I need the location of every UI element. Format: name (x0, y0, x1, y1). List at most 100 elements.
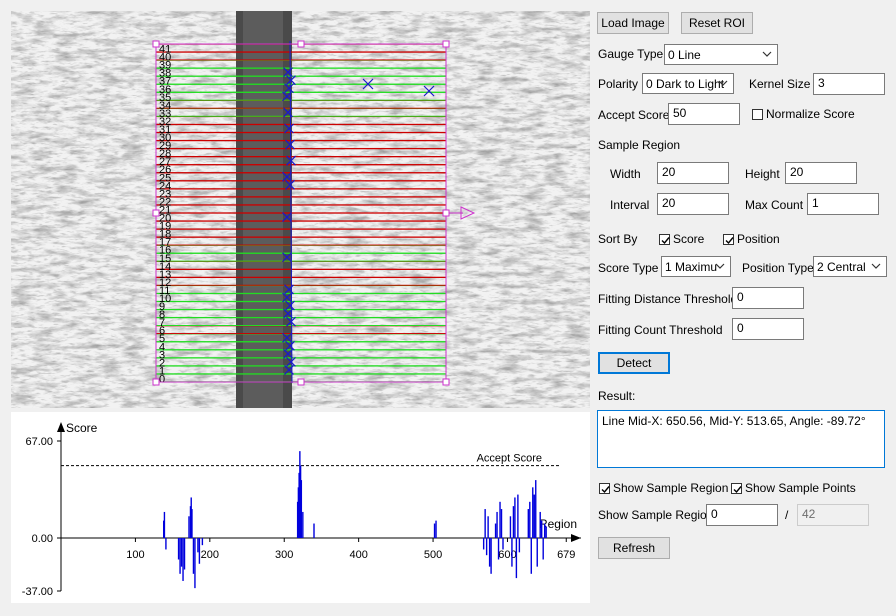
image-view[interactable]: 0 1 2 3 4 5 6 7 8 9 10 11 12 13 14 15 16 17 18 19 20 21 22 23 24… (11, 11, 590, 408)
interval-input[interactable]: 20 (657, 193, 729, 215)
roi-handle[interactable] (442, 40, 450, 48)
sample-point-marker (285, 340, 295, 351)
sample-point-marker (286, 75, 296, 86)
max-count-label: Max Count (745, 198, 804, 212)
sort-by-label: Sort By (598, 232, 638, 246)
checkmark-icon (733, 485, 742, 493)
region-index-label: 37 (159, 76, 171, 88)
fitting-count-label: Fitting Count Threshold (598, 323, 723, 337)
region-index-label: 19 (159, 221, 171, 233)
region-index-label: 24 (159, 180, 171, 192)
position-type-label: Position Type (742, 261, 814, 275)
region-index-label: 7 (159, 317, 165, 329)
region-index-label: 38 (159, 68, 171, 80)
region-index-label: 8 (159, 309, 165, 321)
sample-region-total: 42 (797, 504, 869, 526)
surface-texture-fine (11, 11, 590, 408)
roi-handle[interactable] (152, 378, 160, 386)
region-index-label: 30 (159, 132, 171, 144)
sample-point-marker (285, 139, 295, 150)
checkbox-box[interactable] (723, 233, 734, 245)
x-tick-label: 300 (275, 549, 293, 561)
score-chart: Score Region 67.00 0.00 -37.00 100 200 300 400 50… (11, 412, 590, 603)
region-index-label: 41 (159, 44, 171, 56)
show-sample-points-checkbox[interactable]: Show Sample Points (731, 481, 856, 495)
sample-point-marker (284, 83, 294, 94)
roi-frame[interactable] (152, 40, 476, 386)
region-index-label: 34 (159, 100, 171, 112)
detect-button[interactable]: Detect (598, 352, 670, 374)
sort-position-checkbox[interactable]: Position (723, 232, 780, 246)
region-index-label: 11 (159, 285, 170, 297)
x-tick-label: 679 (557, 549, 575, 561)
region-index-label: 28 (159, 148, 171, 160)
accept-score-label: Accept Score (477, 453, 542, 465)
result-textbox[interactable]: Line Mid-X: 650.56, Mid-Y: 513.65, Angle… (597, 410, 885, 468)
show-sample-region-label: Show Sample Region (598, 508, 714, 522)
sample-point-marker (282, 332, 292, 343)
checkbox-box[interactable] (752, 108, 763, 120)
sample-point-marker (284, 284, 294, 295)
roi-handle[interactable] (442, 209, 450, 217)
sort-score-checkbox[interactable]: Score (659, 232, 704, 246)
region-index-label: 20 (159, 213, 171, 225)
checkmark-icon (601, 485, 610, 493)
show-sample-region-checkbox[interactable]: Show Sample Region (599, 481, 728, 495)
roi-handle[interactable] (297, 378, 305, 386)
sample-point-marker (283, 348, 293, 359)
direction-arrow-icon[interactable] (460, 206, 476, 220)
region-index-label: 40 (159, 52, 171, 64)
score-type-select[interactable]: 1 Maximu (661, 256, 731, 277)
score-chart-svg: Score Region 67.00 0.00 -37.00 100 200 300 400 50… (22, 421, 581, 598)
normalize-score-checkbox[interactable]: Normalize Score (752, 107, 855, 121)
roi-handle[interactable] (442, 378, 450, 386)
image-canvas[interactable]: 0123456789101112131415161718192021222324… (11, 11, 590, 408)
checkmark-icon (661, 236, 670, 244)
y-tick-label: 0.00 (32, 533, 53, 545)
refresh-button[interactable]: Refresh (598, 537, 670, 559)
y-tick-label: -37.00 (22, 586, 53, 598)
region-index-label: 1 (159, 365, 165, 377)
checkbox-box[interactable] (659, 233, 670, 245)
kernel-size-input[interactable]: 3 (813, 73, 885, 95)
roi-handle[interactable] (152, 40, 160, 48)
region-index-label: 18 (159, 229, 171, 241)
fitting-count-input[interactable]: 0 (732, 318, 804, 340)
chevron-down-icon (715, 263, 725, 269)
position-type-select[interactable]: 2 Central (813, 256, 887, 277)
slash-separator: / (785, 508, 789, 522)
fitted-line (289, 40, 293, 384)
kernel-size-label: Kernel Size (749, 77, 811, 91)
load-image-button[interactable]: Load Image (597, 12, 669, 34)
sample-point-marker (283, 107, 293, 118)
region-index-label: 35 (159, 92, 171, 104)
region-index-label: 16 (159, 245, 171, 257)
height-input[interactable]: 20 (785, 162, 857, 184)
sample-point-marker (285, 179, 295, 190)
roi-handle[interactable] (152, 209, 160, 217)
width-input[interactable]: 20 (657, 162, 729, 184)
fitting-distance-input[interactable]: 0 (732, 287, 804, 309)
x-tick-label: 100 (126, 549, 144, 561)
gauge-type-select[interactable]: 0 Line (664, 44, 778, 65)
sample-region-index-input[interactable]: 0 (706, 504, 778, 526)
region-index-label: 32 (159, 116, 171, 128)
accept-score-input[interactable]: 50 (668, 103, 740, 125)
region-index-label: 3 (159, 349, 165, 361)
result-label: Result: (598, 389, 636, 403)
region-index-label: 25 (159, 172, 171, 184)
gauge-type-label: Gauge Type (598, 47, 664, 61)
sample-point-marker (285, 300, 295, 311)
checkbox-box[interactable] (599, 482, 610, 494)
chevron-down-icon (718, 80, 728, 86)
x-axis-label: Region (539, 517, 577, 531)
polarity-select[interactable]: 0 Dark to Light (642, 73, 734, 94)
reset-roi-button[interactable]: Reset ROI (681, 12, 753, 34)
sample-regions: 0123456789101112131415161718192021222324… (155, 40, 447, 385)
max-count-input[interactable]: 1 (807, 193, 879, 215)
roi-handle[interactable] (297, 40, 305, 48)
score-type-label: Score Type (598, 261, 659, 275)
checkbox-box[interactable] (731, 482, 742, 494)
region-index-label: 10 (159, 293, 171, 305)
result-text: Line Mid-X: 650.56, Mid-Y: 513.65, Angle… (602, 414, 866, 428)
